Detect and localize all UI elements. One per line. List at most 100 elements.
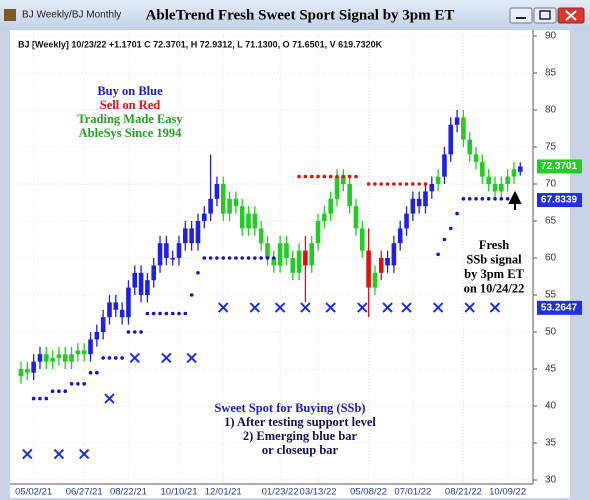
y-tick-label: 65 (545, 216, 557, 227)
signal-arrow (508, 190, 522, 210)
x-tick-label: 03/13/22 (300, 487, 337, 498)
x-tick-label: 08/21/22 (445, 487, 482, 498)
candle-body (227, 198, 232, 214)
candle-body (442, 154, 447, 177)
candle-body (322, 213, 327, 221)
support-dot (480, 197, 485, 201)
candle-body (246, 213, 251, 229)
candle-body (50, 357, 55, 362)
tab-label[interactable]: BJ Weekly/BJ Monthly (22, 10, 121, 21)
ssb-note: 2) Emerging blue bar (243, 429, 358, 443)
candle-body (164, 243, 169, 258)
support-dot (505, 197, 510, 201)
x-tick-label: 08/22/21 (110, 487, 147, 498)
x-tick-label: 07/01/22 (394, 487, 431, 498)
ssb-marker (325, 302, 336, 313)
ssb-marker (78, 448, 90, 460)
candle-body (359, 228, 365, 251)
support-dot (474, 197, 478, 201)
candle-body (423, 191, 428, 207)
candle-body (265, 243, 270, 258)
candle-body (480, 161, 485, 177)
y-tick-label: 40 (545, 401, 557, 412)
resistance-dot (417, 182, 421, 186)
y-tick-label: 30 (545, 475, 557, 486)
support-dot (486, 197, 491, 201)
resistance-dot (404, 182, 409, 186)
candle-body (416, 198, 422, 207)
candle-body (189, 228, 194, 244)
candle-body (100, 317, 106, 332)
resistance-dot (385, 182, 390, 186)
support-dot (76, 382, 80, 386)
signal-note: SSb signal (466, 252, 522, 266)
candle-body (391, 243, 397, 266)
support-dot (272, 256, 276, 260)
support-dot (177, 311, 181, 316)
y-tick-label: 80 (545, 105, 557, 116)
support-dot (31, 396, 36, 401)
ssb-marker (129, 352, 140, 364)
price-tag-label: 72.3701 (541, 161, 578, 172)
support-dot (95, 370, 99, 375)
y-tick-label: 90 (545, 31, 557, 42)
x-tick-label: 01/23/22 (262, 487, 299, 498)
support-dot (132, 330, 137, 334)
resistance-dot (309, 174, 314, 179)
support-dot (151, 311, 156, 316)
minimize-button[interactable] (509, 7, 533, 24)
candle-body (492, 184, 498, 192)
support-dot (63, 389, 68, 394)
price-tag (537, 159, 582, 174)
title-bar (0, 0, 590, 30)
ssb-marker (432, 302, 444, 313)
maximize-icon (539, 10, 551, 20)
candle-body (315, 221, 321, 244)
support-dot (196, 271, 200, 275)
candle-body (208, 198, 213, 214)
support-dot (240, 256, 244, 260)
support-dot (234, 256, 238, 260)
resistance-dot (347, 174, 352, 179)
candle-body (113, 302, 119, 310)
support-dot (499, 197, 504, 201)
y-tick-label: 75 (545, 142, 557, 153)
ssb-marker (218, 302, 229, 313)
resistance-dot (379, 182, 384, 186)
ssb-marker (53, 448, 65, 460)
support-dot (436, 252, 440, 257)
ssb-marker (22, 448, 33, 460)
support-dot (69, 382, 74, 386)
resistance-dot (423, 182, 428, 186)
candle-body (252, 213, 258, 229)
resistance-dot (373, 182, 377, 186)
candle-body (88, 339, 93, 355)
support-dot (145, 311, 150, 316)
x-tick-label: 06/27/21 (66, 487, 103, 498)
candle-body (486, 176, 491, 184)
candle-body (366, 250, 371, 288)
plot: 30 35 40 45 50 55 60 65 70 75 80 85 90 05/02/21 06/27/… (10, 31, 582, 498)
candle-body (309, 243, 315, 266)
y-tick-label: 45 (545, 364, 557, 375)
candle-body (183, 228, 188, 244)
candle-body (467, 139, 473, 155)
support-dot (126, 330, 131, 334)
legend-note: Buy on Blue (97, 84, 163, 98)
support-dot (82, 382, 86, 386)
candle-body (511, 169, 517, 177)
ssb-note: 1) After testing support level (224, 415, 376, 429)
candle-body (303, 250, 308, 266)
close-icon (565, 10, 577, 21)
support-dot (448, 226, 453, 231)
support-dot (265, 256, 270, 260)
support-dot (50, 389, 55, 394)
candle-body (347, 184, 352, 207)
support-dot (57, 389, 61, 394)
candle-body (56, 354, 62, 358)
support-dot (221, 256, 226, 260)
candle-body (18, 369, 24, 377)
candle-body (43, 354, 49, 362)
candle-body (107, 302, 112, 318)
